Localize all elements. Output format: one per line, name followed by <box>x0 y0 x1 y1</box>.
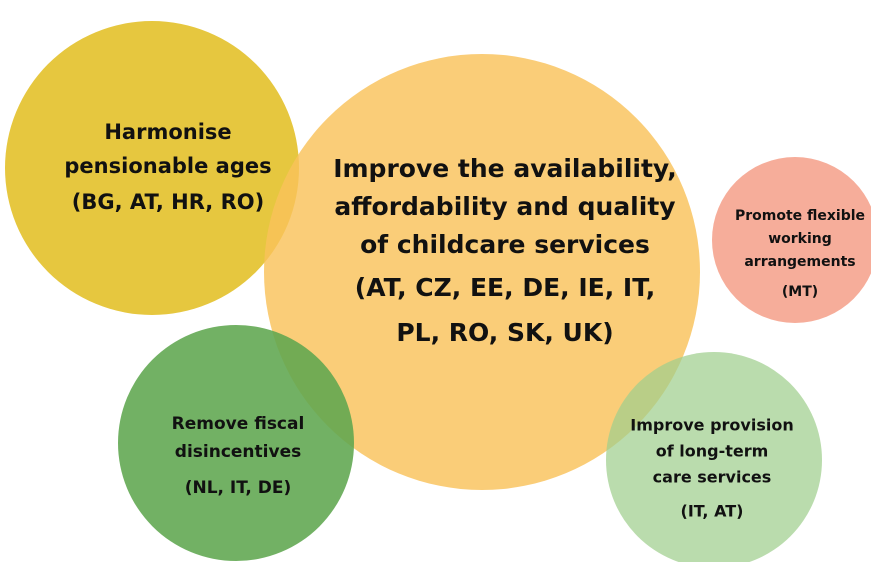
node-label: Remove fiscal <box>172 414 305 434</box>
circle-longterm <box>606 352 822 562</box>
node-label: Promote flexible <box>735 208 865 224</box>
circle-fiscal <box>118 325 354 561</box>
node-label: working <box>768 231 832 247</box>
node-label: Harmonise <box>104 120 231 144</box>
circle-flexible <box>712 157 871 323</box>
node-label: care services <box>653 468 772 487</box>
node-countries: PL, RO, SK, UK) <box>396 318 613 347</box>
node-label: arrangements <box>744 254 855 270</box>
node-countries: (NL, IT, DE) <box>185 478 292 498</box>
node-label: of long-term <box>656 442 769 461</box>
circle-childcare <box>264 54 700 490</box>
node-countries: (AT, CZ, EE, DE, IE, IT, <box>355 273 655 302</box>
node-label: pensionable ages <box>64 154 271 178</box>
labels: Harmonise pensionable ages (BG, AT, HR, RO… <box>64 120 865 521</box>
node-label: of childcare services <box>360 230 650 259</box>
node-countries: (MT) <box>782 284 818 300</box>
node-countries: (BG, AT, HR, RO) <box>72 190 264 214</box>
node-label: Improve the availability, <box>333 154 677 183</box>
node-label: disincentives <box>175 442 301 462</box>
node-label: Improve provision <box>630 416 793 435</box>
node-countries: (IT, AT) <box>681 502 744 521</box>
node-label: affordability and quality <box>334 192 675 221</box>
circle-pension <box>5 21 299 315</box>
